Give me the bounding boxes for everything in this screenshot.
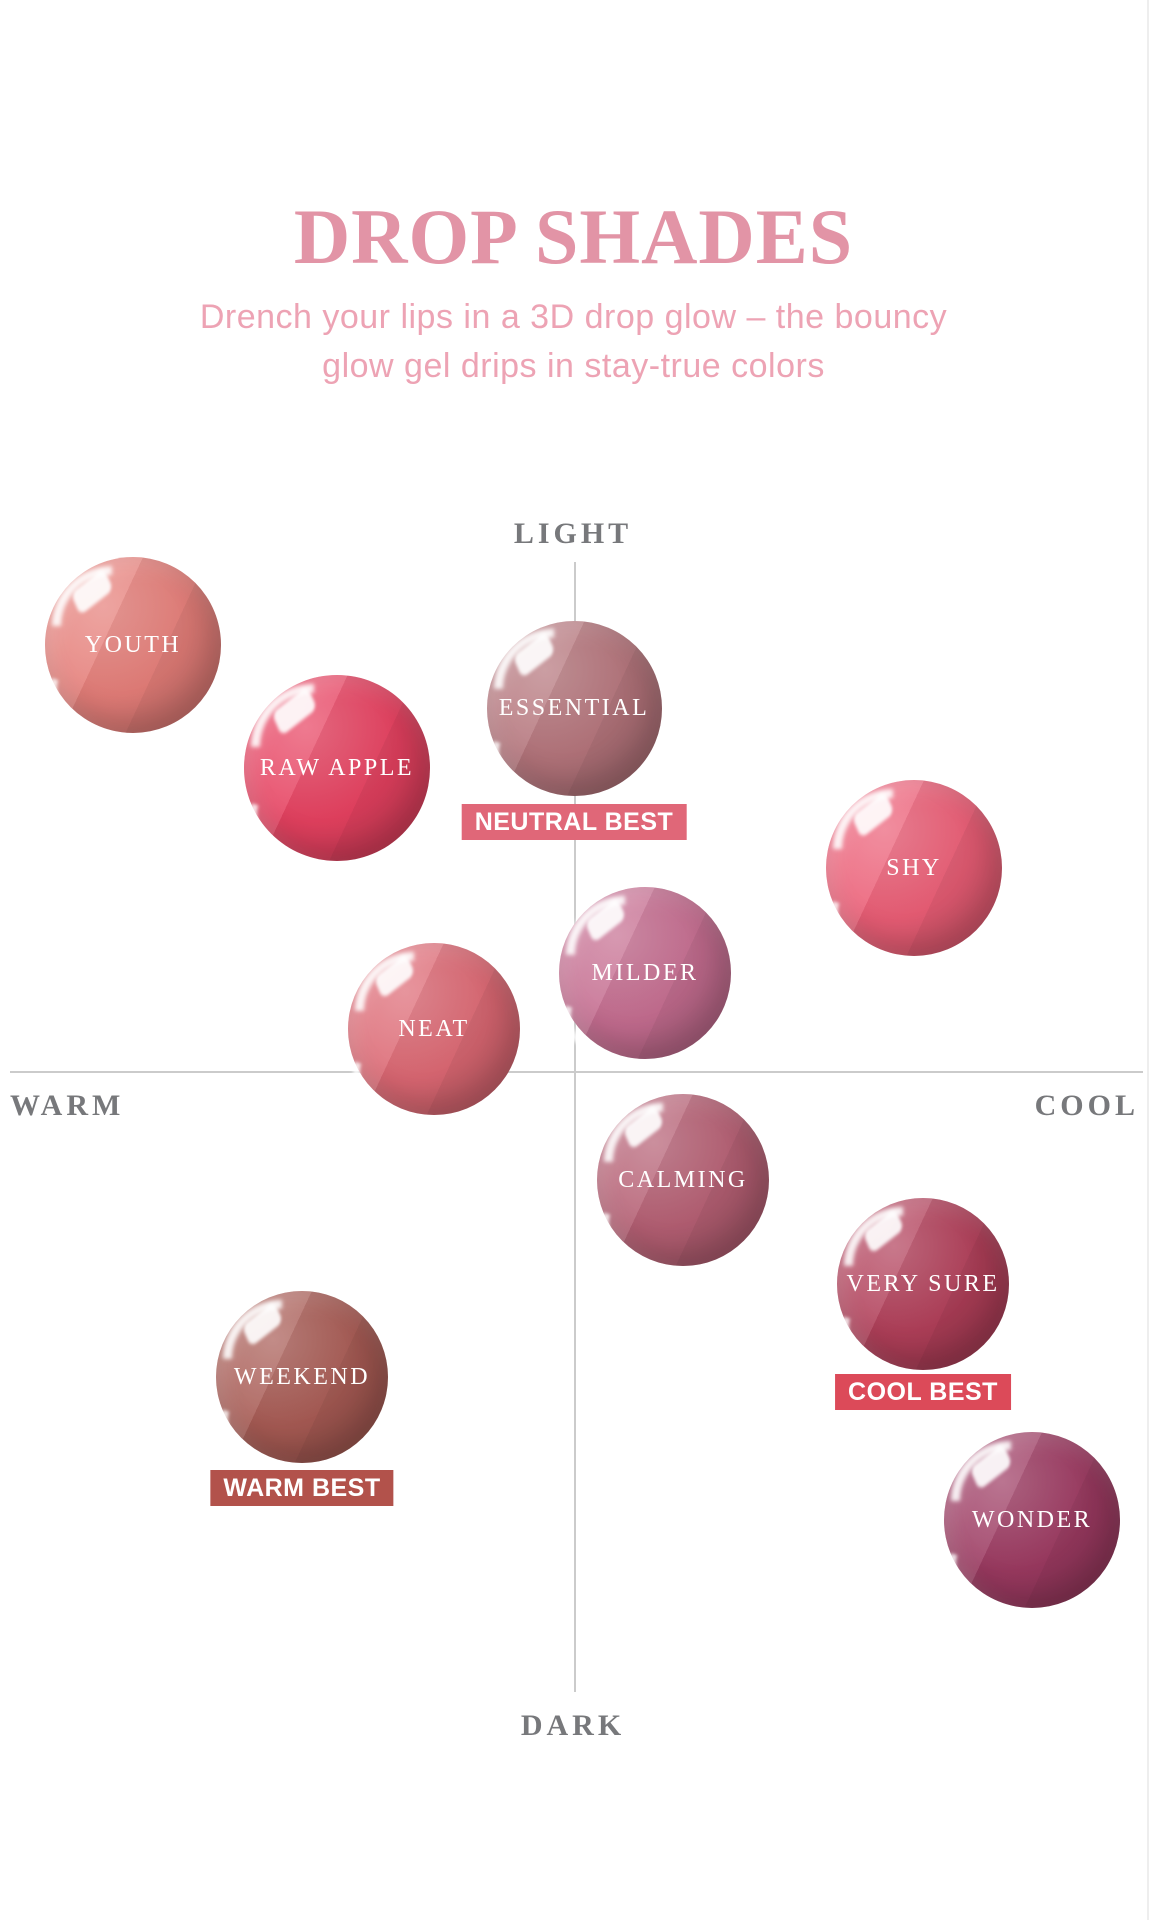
shade-swatch-youth: YOUTH — [27, 540, 221, 739]
gel-facet-shading — [244, 675, 430, 861]
shade-label: RAW APPLE — [259, 754, 415, 781]
light-dark-axis-line — [574, 562, 576, 1692]
axis-label-warm: WARM — [10, 1089, 125, 1122]
axis-label-dark: DARK — [520, 1709, 626, 1742]
gel-facet-shading — [45, 557, 221, 733]
shade-swatch-calming: CALMING — [579, 1078, 769, 1272]
best-badge-warm-best: WARM BEST — [210, 1470, 394, 1506]
gel-facet-shading — [348, 943, 520, 1115]
shade-swatch-wonder: WONDER — [926, 1415, 1120, 1614]
gel-facet-shading — [944, 1432, 1120, 1608]
axis-label-light: LIGHT — [513, 517, 633, 550]
shade-label: SHY — [886, 854, 942, 881]
axis-label-cool: COOL — [1034, 1089, 1139, 1122]
warm-cool-axis-line — [10, 1071, 1143, 1073]
shade-label: VERY SURE — [846, 1270, 1000, 1297]
shade-label: NEAT — [398, 1015, 470, 1042]
gel-facet-shading — [826, 780, 1002, 956]
shade-swatch-milder: MILDER — [541, 871, 731, 1065]
page-title: DROP SHADES — [293, 193, 854, 280]
gel-facet-shading — [559, 887, 731, 1059]
shade-swatch-weekend: WEEKEND — [198, 1275, 388, 1469]
shade-swatch-raw-apple: RAW APPLE — [225, 658, 430, 868]
page-subtitle-line2: glow gel drips in stay-true colors — [322, 347, 825, 385]
shade-label: CALMING — [618, 1166, 748, 1193]
shade-label: MILDER — [591, 959, 699, 986]
shade-label: YOUTH — [84, 631, 182, 658]
shade-label: WONDER — [971, 1506, 1093, 1533]
best-badge-cool-best: COOL BEST — [835, 1374, 1011, 1410]
shade-label: WEEKEND — [233, 1363, 371, 1390]
gel-facet-shading — [837, 1198, 1009, 1370]
shade-swatch-shy: SHY — [808, 763, 1002, 962]
shade-swatch-very-sure: VERY SURE — [819, 1182, 1009, 1376]
gel-facet-shading — [597, 1094, 769, 1266]
gel-facet-shading — [486, 620, 662, 796]
shade-label: ESSENTIAL — [498, 694, 650, 721]
best-badge-neutral-best: NEUTRAL BEST — [461, 804, 687, 840]
shade-swatch-neat: NEAT — [330, 927, 520, 1121]
gel-facet-shading — [216, 1291, 388, 1463]
page-subtitle-line1: Drench your lips in a 3D drop glow – the… — [199, 298, 948, 336]
shade-swatch-essential: ESSENTIAL — [468, 604, 662, 802]
